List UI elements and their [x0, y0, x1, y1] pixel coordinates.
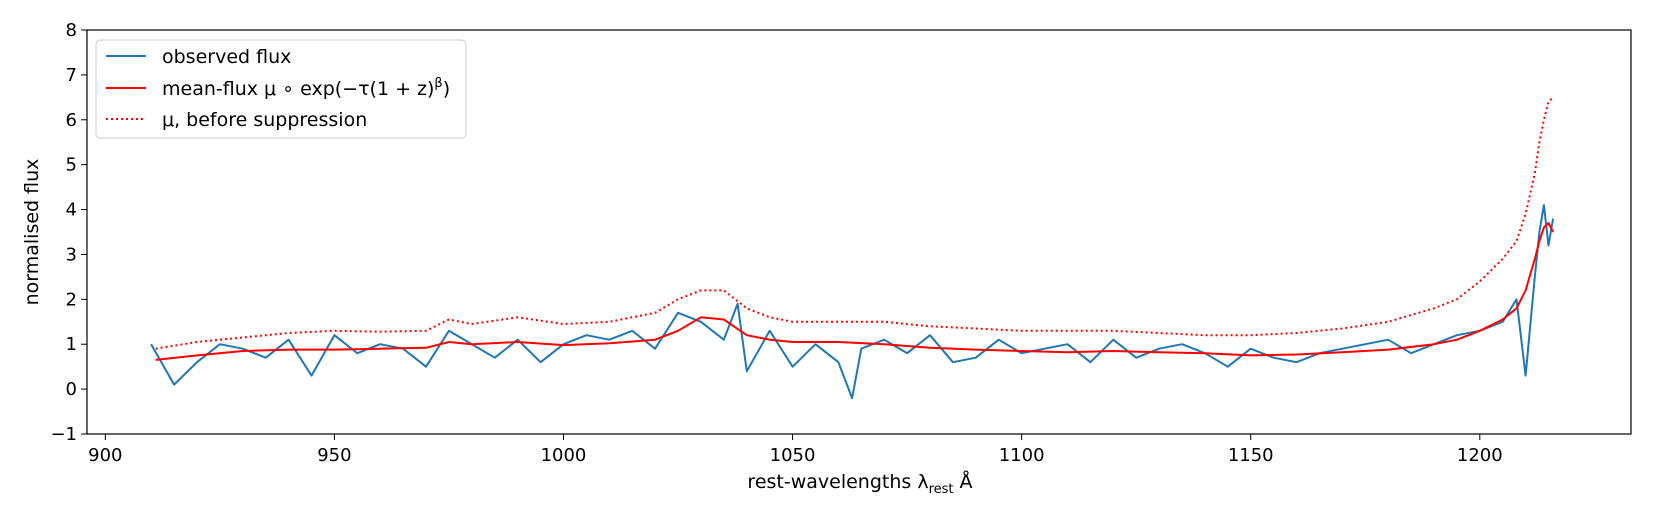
x-tick-label: 1000 [541, 445, 587, 466]
x-axis-label: rest-wavelengths λrest Å [747, 470, 972, 497]
y-tick-label: 8 [66, 20, 77, 41]
x-tick-label: 1150 [1228, 445, 1274, 466]
y-tick-label: 1 [66, 334, 77, 355]
y-tick-label: 7 [66, 65, 77, 86]
x-tick-label: 1100 [999, 445, 1045, 466]
y-tick-label: 2 [66, 289, 77, 310]
legend-label-mean-flux-close: ) [443, 78, 450, 100]
x-axis-ticks: 900 950 1000 1050 1100 1150 1200 [88, 434, 1503, 466]
legend-label-mean-flux-sup: β [434, 76, 442, 91]
series-line-mean-flux [155, 222, 1554, 361]
x-axis-label-main: rest-wavelengths λ [747, 471, 928, 493]
legend: observed flux mean-flux μ ∘ exp(−τ(1 + z… [95, 39, 467, 139]
legend-label-mean-flux-main: mean-flux μ ∘ exp(−τ(1 + z) [162, 78, 434, 100]
x-tick-label: 1050 [770, 445, 816, 466]
x-tick-label: 1200 [1457, 445, 1503, 466]
legend-box [95, 39, 467, 139]
y-tick-label: 3 [66, 244, 77, 265]
y-axis-label: normalised flux [21, 159, 43, 306]
legend-label-mu-before: μ, before suppression [162, 109, 367, 131]
x-tick-label: 900 [88, 445, 122, 466]
y-tick-label: −1 [50, 424, 77, 445]
y-tick-label: 4 [66, 200, 77, 221]
y-tick-label: 6 [66, 110, 77, 131]
x-tick-label: 950 [317, 445, 351, 466]
legend-label-observed-flux: observed flux [162, 46, 291, 68]
series-line-mu-before-suppression [155, 96, 1554, 350]
x-axis-label-tail: Å [954, 470, 973, 493]
y-tick-label: 0 [66, 379, 77, 400]
y-axis-ticks: −1 0 1 2 3 4 5 6 7 8 [50, 20, 87, 445]
legend-label-mean-flux: mean-flux μ ∘ exp(−τ(1 + z)β) [162, 76, 450, 100]
x-axis-label-subscript: rest [929, 482, 954, 497]
y-tick-label: 5 [66, 155, 77, 176]
series-layer [150, 96, 1555, 400]
